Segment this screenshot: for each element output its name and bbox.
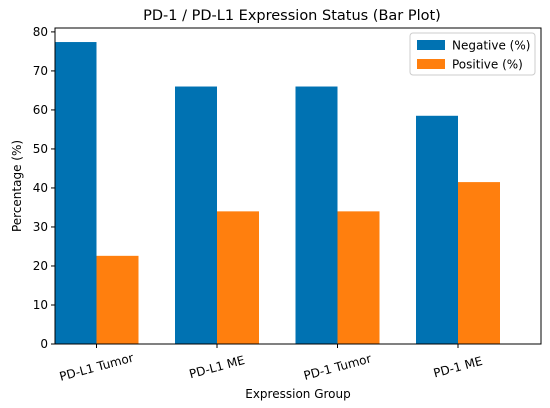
y-tick-label-1: 10: [33, 298, 48, 312]
chart-title: PD-1 / PD-L1 Expression Status (Bar Plot…: [143, 8, 441, 24]
y-tick-label-6: 60: [33, 103, 48, 117]
bar-negative-0: [54, 42, 97, 345]
x-axis: PD-L1 Tumor PD-L1 ME PD-1 Tumor PD-1 ME: [58, 344, 484, 384]
y-tick-label-2: 20: [33, 259, 48, 273]
y-tick-label-7: 70: [33, 64, 48, 78]
legend-swatch-1: [417, 59, 445, 69]
legend-label-0: Negative (%): [452, 39, 530, 53]
bar-negative-2: [295, 86, 338, 344]
legend: Negative (%) Positive (%): [409, 32, 536, 76]
plot-frame: [54, 27, 542, 345]
bar-negative-3: [416, 115, 458, 345]
legend-swatch-0: [417, 40, 445, 50]
y-tick-label-4: 40: [33, 181, 48, 195]
bar-positive-0: [96, 255, 139, 344]
y-tick-label-5: 50: [33, 142, 48, 156]
y-tick-label-0: 0: [40, 337, 48, 351]
bar-positive-2: [337, 211, 380, 344]
legend-label-1: Positive (%): [452, 58, 523, 72]
x-tick-label-2: PD-1 Tumor: [302, 351, 373, 382]
bars-group: [54, 42, 500, 345]
x-axis-label: Expression Group: [245, 387, 351, 401]
y-tick-label-3: 30: [33, 220, 48, 234]
x-tick-label-3: PD-1 ME: [432, 354, 484, 381]
bar-positive-3: [458, 182, 500, 344]
bar-positive-1: [217, 211, 259, 344]
bar-negative-1: [175, 86, 217, 344]
x-tick-label-0: PD-L1 Tumor: [58, 351, 135, 384]
y-tick-label-8: 80: [33, 25, 48, 39]
y-axis: 0 10 20 30 40 50 60 70 80: [33, 25, 55, 351]
y-axis-label: Percentage (%): [10, 140, 24, 232]
x-tick-label-1: PD-L1 ME: [188, 353, 247, 381]
